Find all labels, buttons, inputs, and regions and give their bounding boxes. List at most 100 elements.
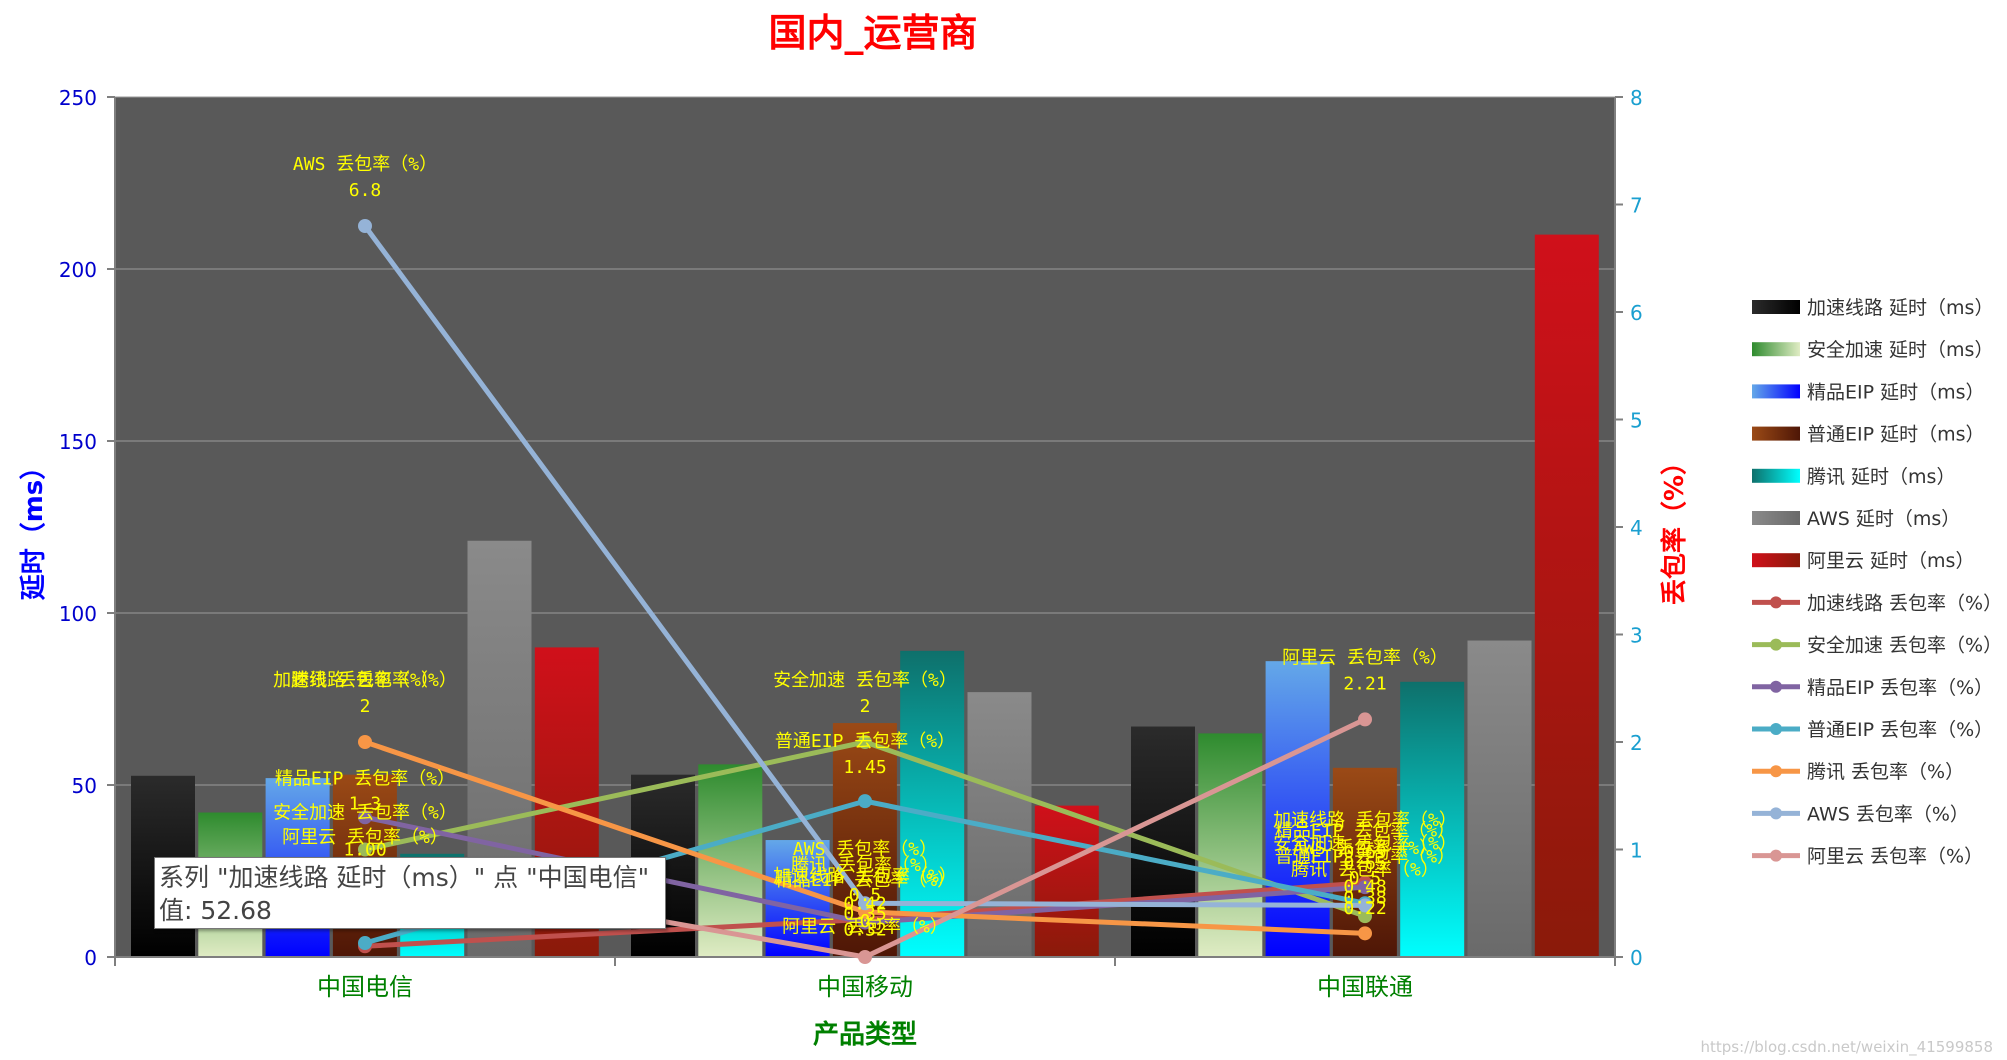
data-point — [858, 735, 872, 749]
legend-label: 加速线路 丢包率（%） — [1807, 592, 2002, 614]
legend: 加速线路 延时（ms） 安全加速 延时（ms） 精品EIP 延时（ms） 普通EIP … — [1752, 297, 2002, 868]
data-label: 0.32 — [843, 920, 886, 941]
data-label: 阿里云 丢包率（%） — [1282, 647, 1448, 668]
bar — [1198, 733, 1263, 957]
bar — [1467, 640, 1532, 957]
y-axis-title: 延时（ms） — [19, 454, 49, 602]
data-point — [1358, 909, 1372, 924]
data-label: 安全加速 丢包率（%） — [1273, 834, 1457, 855]
legend-label: 精品EIP 丢包率（%） — [1807, 677, 1993, 699]
legend-marker — [1770, 849, 1782, 862]
legend-label: 普通EIP 丢包率（%） — [1807, 719, 1993, 741]
legend-label: AWS 丢包率（%） — [1807, 803, 1969, 825]
data-point — [858, 896, 872, 911]
legend-label: 阿里云 延时（ms） — [1807, 550, 1974, 572]
data-point — [1358, 880, 1372, 895]
data-point — [358, 219, 372, 233]
watermark: https://blog.csdn.net/weixin_41599858 — [1700, 1038, 1993, 1056]
loss-lines — [358, 219, 1372, 964]
y2-tick-label: 5 — [1630, 409, 1643, 433]
y2-tick-label: 6 — [1630, 301, 1643, 325]
data-point — [358, 842, 372, 857]
data-label: 精品EIP 丢包率（%） — [775, 870, 955, 891]
legend-label: 腾讯 延时（ms） — [1807, 466, 1955, 488]
data-label: 0.69 — [1343, 842, 1386, 863]
legend-swatch — [1752, 511, 1800, 525]
data-label: 0.48 — [1343, 877, 1386, 898]
y-tick-label: 50 — [72, 774, 97, 798]
data-label: 阿里云 丢包率（%） — [282, 827, 448, 848]
data-label: 0.5 — [1349, 868, 1382, 889]
data-label: 1.00 — [343, 840, 386, 861]
data-label: 2.21 — [1343, 673, 1386, 694]
data-label: 加速线路 丢包率（%） — [773, 866, 957, 887]
legend-marker — [1770, 680, 1782, 693]
data-label: AWS 丢包率（%） — [1293, 838, 1437, 859]
data-label: 0.5 — [849, 885, 882, 906]
legend-label: 普通EIP 延时（ms） — [1807, 424, 1985, 446]
data-label: 普通EIP 丢包率（%） — [1275, 846, 1455, 867]
data-point — [858, 950, 872, 964]
data-label: 0.42 — [843, 894, 886, 915]
data-point — [358, 735, 372, 749]
legend-marker — [1770, 765, 1782, 778]
data-point — [1358, 926, 1372, 941]
bar — [1534, 234, 1599, 958]
data-point — [1358, 712, 1372, 727]
data-point — [358, 810, 372, 825]
data-label: 加速线路 丢包率（%） — [1273, 810, 1457, 831]
data-label: 0 — [860, 911, 871, 932]
data-label: 普通EIP 丢包率（%） — [775, 731, 955, 752]
legend-swatch — [1752, 553, 1800, 568]
data-label: 0.38 — [1343, 887, 1386, 908]
tooltip-value-line: 值: 52.68 — [159, 896, 272, 925]
legend-label: 安全加速 延时（ms） — [1807, 339, 1993, 361]
y2-tick-label: 1 — [1630, 839, 1643, 863]
bar — [1034, 805, 1099, 957]
legend-marker — [1770, 638, 1782, 651]
y2-tick-label: 8 — [1630, 86, 1643, 110]
bar — [1332, 767, 1397, 957]
x-tick-label: 中国联通 — [1317, 973, 1413, 1001]
data-label: 0.35 — [843, 903, 886, 924]
data-label: 阿里云 丢包率（%） — [782, 916, 948, 937]
data-label: 0.22 — [1343, 898, 1386, 919]
data-label: 腾讯 丢包率（%） — [291, 670, 439, 691]
data-label: 0.65 — [1343, 853, 1386, 874]
y2-tick-label: 2 — [1630, 731, 1643, 755]
y2-tick-label: 7 — [1630, 194, 1643, 218]
x-tick-label: 中国移动 — [817, 973, 913, 1001]
bar — [1400, 681, 1465, 957]
data-label: 2 — [360, 696, 371, 717]
y-tick-label: 0 — [84, 946, 97, 970]
y2-tick-label: 0 — [1630, 946, 1643, 970]
data-point — [358, 936, 372, 951]
data-tooltip: 系列 "加速线路 延时（ms）" 点 "中国电信" 值: 52.68 — [154, 857, 666, 929]
data-label: AWS 丢包率（%） — [793, 839, 937, 860]
chart-title: 国内_运营商 — [768, 11, 977, 55]
data-label: 加速线路 丢包率（%） — [273, 670, 457, 691]
data-label: 精品EIP 丢包率（%） — [275, 768, 455, 789]
bar — [1131, 726, 1195, 957]
legend-swatch — [1752, 426, 1800, 441]
data-label: 精品EIP 丢包率（%） — [1275, 821, 1455, 842]
legend-swatch — [1752, 468, 1800, 483]
legend-swatch — [1752, 342, 1800, 357]
legend-label: 腾讯 丢包率（%） — [1807, 761, 1964, 783]
legend-marker — [1770, 596, 1782, 609]
data-label: 6.8 — [349, 180, 382, 201]
data-point — [858, 915, 872, 930]
x-axis-title: 产品类型 — [813, 1020, 917, 1050]
y2-tick-label: 4 — [1630, 516, 1643, 540]
data-point — [1358, 898, 1372, 913]
axes: 0 50 100 150 200 250 0 1 2 3 4 5 6 7 8 中国电信 中国移动 中国联通 — [59, 86, 1643, 1001]
data-label: 安全加速 丢包率（%） — [773, 670, 957, 691]
data-point — [858, 794, 872, 809]
y-tick-label: 200 — [59, 258, 97, 282]
y2-axis-title: 丢包率（%） — [1659, 449, 1690, 605]
legend-label: 阿里云 丢包率（%） — [1807, 846, 1983, 868]
legend-label: AWS 延时（ms） — [1807, 508, 1960, 530]
data-label: 1.3 — [349, 793, 382, 814]
y-tick-label: 250 — [59, 86, 97, 110]
